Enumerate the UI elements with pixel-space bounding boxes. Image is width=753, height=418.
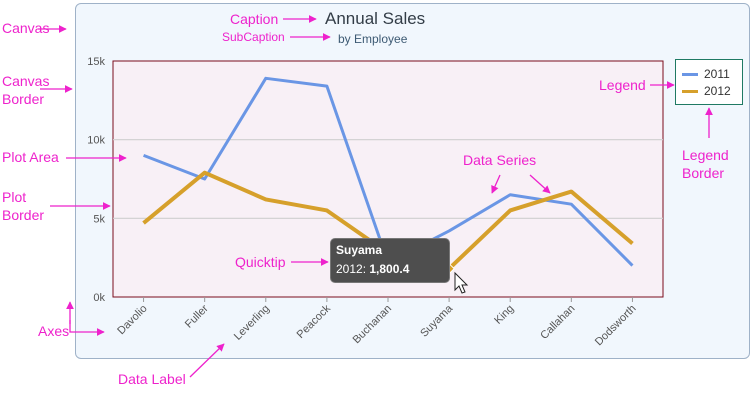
y-tick-label: 10k (87, 135, 105, 147)
tooltip-name: Suyama (336, 243, 383, 257)
x-tick-label: Peacock (295, 302, 334, 341)
x-tick-label: Buchanan (351, 303, 395, 347)
tooltip-series-label: 2012: (336, 262, 367, 276)
mouse-cursor-icon (454, 271, 469, 294)
chart-title: Annual Sales (325, 9, 426, 28)
chart-subtitle: by Employee (338, 32, 408, 46)
legend-item-2012[interactable]: 2012 (682, 84, 731, 98)
x-tick-label: Davolio (115, 303, 149, 337)
annotation-axes: Axes (38, 323, 70, 339)
annotation-caption: Caption (230, 11, 279, 27)
y-tick-label: 5k (93, 213, 105, 225)
legend-label: 2011 (704, 67, 730, 81)
legend-item-2011[interactable]: 2011 (682, 67, 730, 81)
x-tick-label: Dodsworth (593, 303, 639, 349)
annotation-plot-area: Plot Area (2, 149, 59, 165)
annotation-quicktip: Quicktip (235, 254, 286, 270)
x-axis-ticks: Davolio Fuller Leverling Peacock Buchanan Suy… (115, 297, 639, 349)
legend-swatch (682, 73, 698, 77)
x-tick-label: Callahan (538, 303, 577, 342)
annotation-subcaption: SubCaption (222, 30, 285, 44)
annotation-canvas-border: Canvas Border (2, 73, 50, 107)
y-tick-label: 0k (93, 292, 105, 304)
annotation-data-series: Data Series (463, 152, 537, 168)
legend-label: 2012 (704, 84, 731, 98)
annotation-canvas: Canvas (2, 20, 50, 36)
x-tick-label: Suyama (418, 302, 456, 340)
legend: 2011 2012 (675, 59, 743, 105)
tooltip-value: 1,800.4 (369, 262, 410, 276)
x-tick-label: Leverling (232, 303, 272, 343)
annotation-plot-border: Plot Border (2, 189, 45, 223)
x-tick-label: Fuller (183, 302, 211, 330)
annotation-legend-border: Legend Border (682, 147, 729, 181)
y-tick-label: 15k (87, 56, 105, 68)
x-tick-label: King (492, 303, 516, 327)
gridlines (113, 139, 663, 219)
annotation-data-label: Data Label (118, 371, 186, 387)
legend-swatch (682, 90, 698, 94)
y-axis-ticks: 0k 5k 10k 15k (87, 56, 105, 304)
quicktip-tooltip: Suyama 2012: 1,800.4 (330, 238, 450, 283)
annotation-legend: Legend (599, 77, 646, 93)
annotation-arrows (38, 15, 713, 378)
